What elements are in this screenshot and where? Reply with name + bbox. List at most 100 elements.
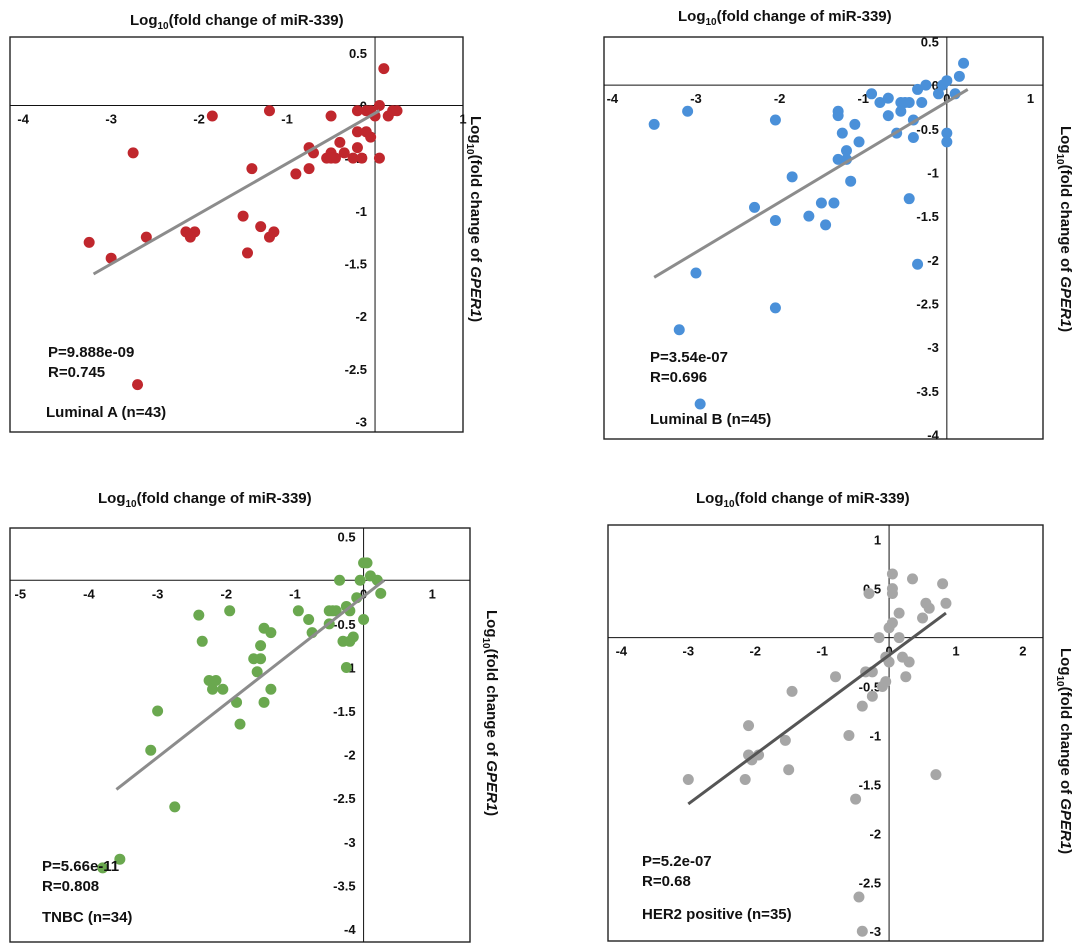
data-point (258, 696, 270, 708)
data-point (373, 99, 385, 111)
data-point (786, 685, 798, 697)
stats-text: P=3.54e-07 R=0.696 (650, 348, 728, 388)
group-label: HER2 positive (n=35) (642, 906, 792, 923)
data-point (673, 324, 685, 336)
data-point (351, 142, 363, 154)
data-point (866, 690, 878, 702)
chart-panel-luminal-b: Log10(fold change of miR-339) -4 -3 -2 -1 0 1… (0, 0, 1080, 473)
x-tick-label: 0 (360, 586, 367, 601)
data-point (207, 683, 219, 695)
data-point (224, 605, 236, 617)
group-label: Luminal B (n=45) (650, 411, 772, 428)
plot-frame (9, 527, 471, 943)
y-tick-label: -3.5 (916, 384, 938, 399)
data-point (803, 210, 815, 222)
data-point (832, 110, 844, 122)
y-tick-label: -3 (927, 340, 939, 355)
data-point (923, 602, 935, 614)
x-tick-label: 0 (943, 91, 950, 106)
data-point (912, 258, 924, 270)
data-point (682, 773, 694, 785)
data-point (152, 705, 164, 717)
chart-title: Log10(fold change of miR-339) (98, 490, 312, 510)
x-tick-label: 1 (429, 586, 436, 601)
data-point (169, 801, 181, 813)
r-value: R=0.808 (42, 878, 100, 895)
data-point (856, 925, 868, 937)
data-point (246, 163, 258, 175)
data-point (907, 132, 919, 143)
data-point (853, 136, 865, 148)
regression-line (92, 109, 381, 276)
y-axis-label: Log10(fold change of GPER1) (1054, 648, 1074, 855)
y-tick-label: -2.5 (859, 875, 881, 890)
data-point (325, 152, 337, 164)
data-point (340, 661, 352, 673)
x-tick-label: -1 (857, 91, 869, 106)
x-tick-label: -2 (193, 111, 205, 126)
x-tick-label: 2 (1019, 644, 1026, 659)
data-point (334, 136, 346, 148)
x-tick-label: -4 (17, 111, 29, 126)
data-point (83, 236, 95, 248)
data-point (932, 88, 944, 100)
data-point (893, 632, 905, 644)
data-point (127, 147, 139, 159)
chart-title: Log10(fold change of miR-339) (696, 490, 910, 510)
data-point (953, 70, 965, 82)
x-tick-label: -2 (749, 644, 761, 659)
chart-panel-luminal-a: Log10(fold change of miR-339) -4 -3 -2 -1 1 0… (0, 0, 540, 473)
data-point (196, 635, 208, 647)
x-tick-label: 1 (459, 111, 466, 126)
r-value: R=0.68 (642, 873, 691, 890)
x-tick-label: -3 (690, 91, 702, 106)
data-point (268, 226, 280, 238)
p-value: P=5.66e-11 (42, 858, 120, 875)
data-point (391, 105, 403, 117)
data-point (769, 215, 781, 227)
data-point (930, 769, 942, 781)
data-point (263, 105, 275, 117)
regression-line (653, 88, 969, 279)
data-point (845, 175, 857, 187)
data-point (886, 568, 898, 580)
x-tick-label: -3 (683, 644, 695, 659)
data-point (255, 221, 267, 233)
chart-title: Log10(fold change of miR-339) (130, 12, 344, 32)
y-tick-label: -3 (344, 835, 356, 850)
data-point (378, 63, 390, 75)
x-tick-label: -1 (816, 644, 828, 659)
y-tick-label: -2.5 (916, 297, 938, 312)
y-tick-label: -2.5 (345, 362, 367, 377)
scatter-plot: -4 -3 -2 -1 0 1 0.5 0 -0.5 -1 -1.5 -2 -2.5 -3 -3.5 -4 (603, 34, 1044, 443)
y-tick-label: -0.5 (333, 617, 355, 632)
stats-text: P=5.66e-11 R=0.808 (42, 857, 119, 897)
y-tick-label: 1 (874, 533, 881, 548)
x-tick-label: -5 (15, 586, 27, 601)
x-tick-label: -1 (289, 586, 301, 601)
y-tick-label: -0.5 (859, 680, 881, 695)
data-point (783, 764, 795, 776)
data-point (941, 136, 953, 148)
data-point (882, 92, 894, 104)
data-point (292, 605, 304, 617)
chart-title: Log10(fold change of miR-339) (678, 8, 892, 28)
data-point (866, 88, 878, 100)
data-point (900, 671, 912, 683)
y-tick-label: -1 (870, 728, 882, 743)
data-point (237, 210, 249, 222)
data-point (912, 83, 924, 95)
chart-panel-tnbc: Log10(fold change of miR-339) -5 -4 -3 -2 -1… (9, 490, 500, 943)
data-point (360, 126, 372, 138)
data-point (351, 126, 363, 138)
plot-frame (607, 524, 1044, 942)
y-tick-label: -1.5 (859, 777, 881, 792)
data-point (830, 671, 842, 683)
data-point (940, 597, 952, 609)
group-label: Luminal A (n=43) (46, 404, 167, 421)
data-point (853, 891, 865, 903)
data-point (874, 97, 886, 109)
data-point (648, 118, 660, 130)
data-point (265, 627, 277, 639)
